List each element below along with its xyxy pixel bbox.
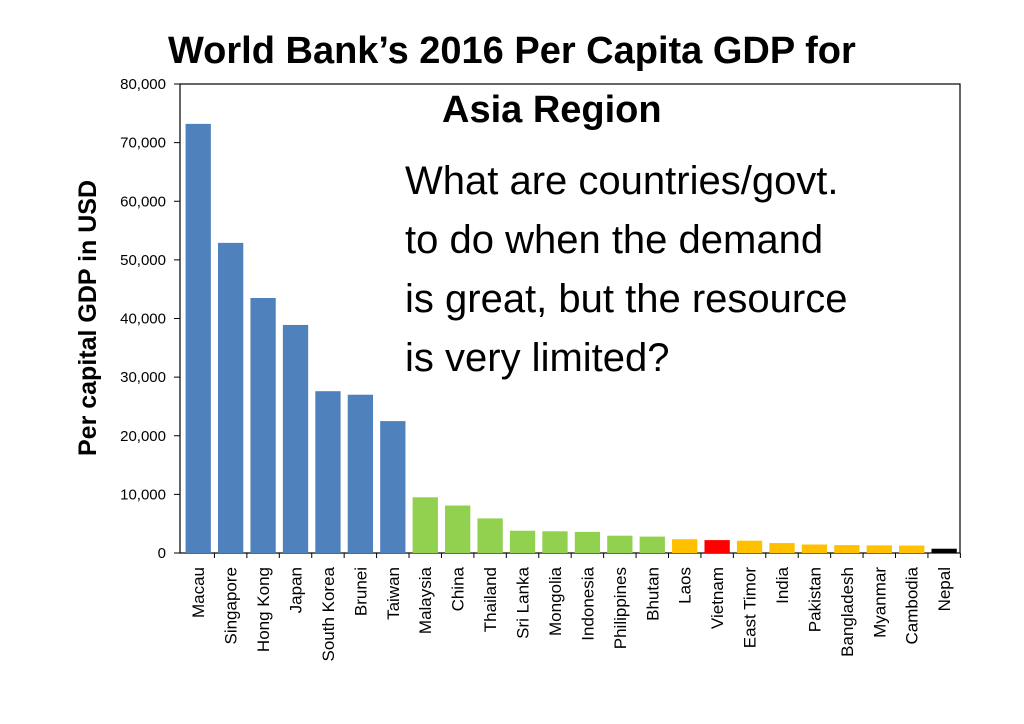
- y-axis: 0 10,000 20,000 30,000 40,000 50,000 60,000 70,…: [120, 76, 180, 562]
- y-tick-label: 70,000: [120, 135, 166, 152]
- x-category-label: Brunei: [351, 567, 370, 616]
- x-category-label: Taiwan: [384, 567, 403, 620]
- question-line-3: is great, but the resource: [405, 277, 848, 321]
- y-tick-label: 10,000: [120, 486, 166, 503]
- x-category-label: Myanmar: [870, 567, 889, 638]
- bar-east-timor: [736, 540, 763, 553]
- y-tick-label: 40,000: [120, 311, 166, 328]
- bar-vietnam: [704, 540, 730, 553]
- bar-nepal: [931, 548, 957, 553]
- bar-bhutan: [639, 536, 665, 553]
- bar-japan: [282, 324, 309, 553]
- question-line-4: is very limited?: [405, 336, 670, 380]
- x-category-label: Singapore: [222, 567, 241, 645]
- x-category-label: Thailand: [481, 567, 500, 632]
- chart-title-line-2: Asia Region: [442, 89, 662, 131]
- x-category-label: Japan: [287, 567, 306, 613]
- bar-thailand: [477, 518, 503, 553]
- bar-malaysia: [412, 497, 438, 553]
- bar-laos: [672, 539, 698, 553]
- bar-brunei: [347, 394, 374, 553]
- y-tick-label: 20,000: [120, 428, 166, 445]
- bar-mongolia: [542, 531, 568, 553]
- x-category-label: South Korea: [319, 566, 338, 661]
- bar-macau: [185, 123, 211, 554]
- x-category-label: Bangladesh: [838, 567, 857, 657]
- bar-philippines: [607, 535, 633, 553]
- x-category-label: Mongolia: [546, 566, 565, 636]
- x-category-label: East Timor: [741, 567, 760, 649]
- y-tick-label: 30,000: [120, 369, 166, 386]
- bar-myanmar: [866, 545, 892, 553]
- bar-india: [769, 543, 795, 553]
- y-tick-label: 60,000: [120, 193, 166, 210]
- question-annotation: What are countries/govt. to do when the …: [405, 152, 965, 388]
- x-category-label: Bhutan: [643, 567, 662, 621]
- x-category-label: Nepal: [935, 567, 954, 611]
- bar-south-korea: [315, 391, 341, 553]
- y-tick-label: 50,000: [120, 252, 166, 269]
- bar-china: [445, 505, 471, 553]
- y-tick-label: 80,000: [120, 76, 166, 93]
- x-category-label: Philippines: [611, 567, 630, 649]
- question-line-1: What are countries/govt.: [405, 159, 839, 203]
- x-category-label: Cambodia: [903, 566, 922, 644]
- bar-pakistan: [801, 544, 828, 553]
- bar-taiwan: [380, 421, 406, 553]
- x-category-label: Vietnam: [708, 567, 727, 629]
- x-category-label: Malaysia: [416, 566, 435, 634]
- x-axis-labels: Macau Singapore Hong Kong Japan South Korea B…: [189, 553, 961, 662]
- bar-singapore: [218, 242, 244, 553]
- bars-group: [185, 123, 957, 554]
- bar-indonesia: [574, 531, 601, 553]
- bar-hong-kong: [250, 297, 276, 553]
- question-line-2: to do when the demand: [405, 218, 824, 262]
- x-category-label: Pakistan: [805, 567, 824, 632]
- bar-sri-lanka: [509, 530, 536, 553]
- bar-bangladesh: [834, 545, 860, 553]
- x-category-label: Laos: [676, 567, 695, 604]
- x-category-label: India: [773, 566, 792, 603]
- y-tick-label: 0: [158, 545, 166, 562]
- bar-cambodia: [899, 545, 925, 553]
- x-category-label: Sri Lanka: [514, 566, 533, 638]
- chart-title-line-1: World Bank’s 2016 Per Capita GDP for: [168, 30, 856, 72]
- y-axis-label: Per capital GDP in USD: [74, 180, 102, 456]
- x-category-label: Hong Kong: [254, 567, 273, 652]
- x-category-label: Indonesia: [578, 566, 597, 640]
- x-category-label: China: [449, 566, 468, 611]
- x-category-label: Macau: [189, 567, 208, 618]
